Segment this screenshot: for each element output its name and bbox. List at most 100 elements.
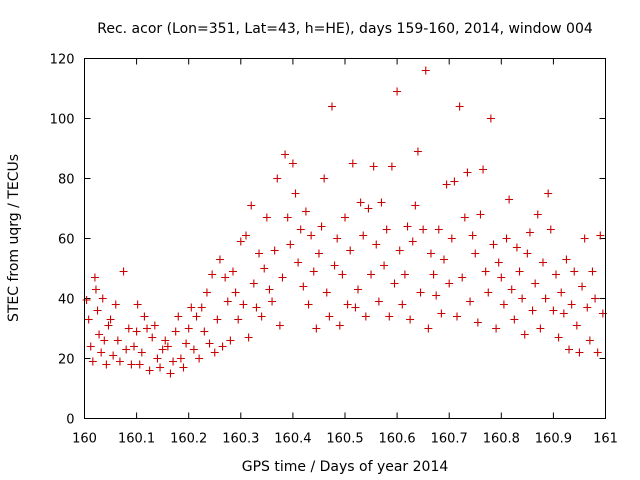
data-point — [523, 249, 532, 258]
data-point — [231, 288, 240, 297]
x-axis-label: GPS time / Days of year 2014 — [242, 459, 449, 475]
data-point — [479, 165, 488, 174]
data-point — [221, 273, 230, 282]
data-point — [307, 231, 316, 240]
data-point — [320, 174, 329, 183]
x-tick-label: 160.3 — [222, 432, 259, 447]
data-point — [100, 336, 109, 345]
data-point — [426, 249, 435, 258]
chart-title: Rec. acor (Lon=351, Lat=43, h=HE), days … — [97, 21, 593, 37]
data-point — [593, 348, 602, 357]
data-point — [137, 348, 146, 357]
x-tick-label: 160.5 — [326, 432, 363, 447]
data-point — [518, 294, 527, 303]
data-point — [538, 258, 547, 267]
data-point — [247, 201, 256, 210]
data-point — [421, 66, 430, 75]
data-point — [281, 150, 290, 159]
data-point — [132, 327, 141, 336]
x-tick-label: 160 — [72, 432, 97, 447]
y-tick-label: 80 — [58, 173, 75, 188]
data-point — [486, 114, 495, 123]
data-point — [565, 345, 574, 354]
data-point — [163, 342, 172, 351]
data-point — [588, 267, 597, 276]
data-point — [572, 321, 581, 330]
data-point — [585, 336, 594, 345]
data-point — [309, 267, 318, 276]
data-point — [82, 296, 91, 304]
data-point — [215, 255, 224, 264]
data-point — [242, 231, 251, 240]
data-point — [445, 279, 454, 288]
data-point — [442, 180, 451, 189]
data-point — [102, 360, 111, 369]
data-point — [176, 354, 185, 363]
data-point — [546, 225, 555, 234]
data-point — [148, 333, 157, 342]
data-point — [84, 315, 93, 324]
data-point — [171, 327, 180, 336]
x-tick-label: 160.1 — [118, 432, 155, 447]
data-point — [260, 264, 269, 273]
data-point — [182, 339, 191, 348]
data-point — [312, 324, 321, 333]
data-point — [541, 294, 550, 303]
data-point — [489, 240, 498, 249]
data-point — [343, 300, 352, 309]
data-point — [549, 306, 558, 315]
data-point — [150, 321, 159, 330]
data-point — [291, 189, 300, 198]
data-point — [567, 300, 576, 309]
data-point — [113, 336, 122, 345]
data-point — [369, 162, 378, 171]
data-point — [380, 261, 389, 270]
data-point — [174, 312, 183, 321]
data-point — [97, 348, 106, 357]
data-point — [133, 300, 142, 309]
data-point — [327, 102, 336, 111]
data-point — [499, 300, 508, 309]
data-point — [208, 270, 217, 279]
data-point — [510, 315, 519, 324]
data-point — [359, 231, 368, 240]
data-point — [406, 315, 415, 324]
data-point — [450, 177, 459, 186]
plot-frame — [84, 58, 606, 419]
data-point — [257, 312, 266, 321]
data-point — [411, 201, 420, 210]
data-point — [166, 369, 175, 378]
data-point — [95, 330, 104, 339]
data-point — [429, 270, 438, 279]
data-point — [294, 258, 303, 267]
data-point — [494, 258, 503, 267]
data-point — [531, 279, 540, 288]
data-point — [580, 234, 589, 243]
data-point — [400, 270, 409, 279]
data-point — [234, 315, 243, 324]
data-point — [314, 249, 323, 258]
data-point — [129, 342, 138, 351]
data-point — [270, 246, 279, 255]
data-point — [249, 279, 258, 288]
data-point — [265, 285, 274, 294]
data-point — [205, 339, 214, 348]
data-point — [403, 222, 412, 231]
data-point — [223, 297, 232, 306]
data-point — [252, 303, 261, 312]
data-point — [239, 300, 248, 309]
data-point — [439, 255, 448, 264]
data-point — [156, 363, 165, 372]
x-tick-label: 160.9 — [535, 432, 572, 447]
data-point — [109, 351, 118, 360]
data-point — [557, 288, 566, 297]
data-point — [596, 231, 605, 240]
data-point — [286, 240, 295, 249]
data-point — [512, 243, 521, 252]
data-point — [372, 240, 381, 249]
data-point — [382, 225, 391, 234]
data-point — [228, 267, 237, 276]
data-point — [330, 261, 339, 270]
data-point — [591, 294, 600, 303]
data-point — [124, 324, 133, 333]
